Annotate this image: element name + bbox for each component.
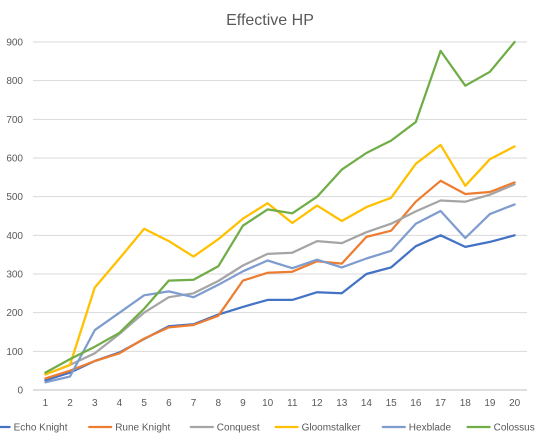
x-tick-label: 18 <box>460 398 472 409</box>
legend-item-colossus: Colossus <box>466 423 535 434</box>
legend-label: Gloomstalker <box>302 423 362 434</box>
legend-item-echo-knight: Echo Knight <box>0 423 68 434</box>
x-tick-label: 12 <box>311 398 323 409</box>
series-line-colossus <box>44 40 516 374</box>
x-tick-label: 2 <box>67 398 73 409</box>
x-tick-label: 20 <box>509 398 521 409</box>
legend-item-rune-knight: Rune Knight <box>88 423 170 434</box>
y-tick-label: 0 <box>17 386 23 397</box>
y-tick-label: 400 <box>6 231 23 242</box>
y-tick-label: 100 <box>6 347 23 358</box>
legend-label: Echo Knight <box>14 423 68 434</box>
legend: Echo Knight Rune Knight Conquest Gloomstalk… <box>0 423 535 434</box>
chart-title: Effective HP <box>226 12 314 29</box>
y-tick-label: 900 <box>6 38 23 49</box>
series-line-gloomstalker <box>44 143 516 376</box>
legend-label: Rune Knight <box>115 423 170 434</box>
x-tick-label: 1 <box>43 398 49 409</box>
y-tick-label: 300 <box>6 270 23 281</box>
y-tick-label: 700 <box>6 115 23 126</box>
x-tick-label: 9 <box>240 398 246 409</box>
y-axis-ticks: 0 100 200 300 400 500 600 700 800 900 <box>6 38 23 397</box>
y-tick-label: 600 <box>6 154 23 165</box>
x-axis-ticks: 1 2 3 4 5 6 7 8 9 10 11 12 13 14 15 16 17 18 19 20 <box>43 398 521 409</box>
legend-item-gloomstalker: Gloomstalker <box>274 423 362 434</box>
x-tick-label: 15 <box>386 398 398 409</box>
y-tick-label: 500 <box>6 192 23 203</box>
series-lines <box>44 40 516 384</box>
x-tick-label: 11 <box>287 398 298 409</box>
gridlines <box>33 41 527 391</box>
x-tick-label: 10 <box>262 398 274 409</box>
series-line-hexblade <box>44 203 516 384</box>
x-tick-label: 5 <box>141 398 147 409</box>
legend-item-hexblade: Hexblade <box>381 423 452 434</box>
legend-label: Colossus <box>494 423 535 434</box>
y-tick-label: 200 <box>6 308 23 319</box>
series-line-rune-knight <box>44 179 516 380</box>
x-tick-label: 13 <box>336 398 348 409</box>
legend-label: Hexblade <box>409 423 452 434</box>
series-line-echo-knight <box>44 234 516 382</box>
x-tick-label: 19 <box>484 398 496 409</box>
x-tick-label: 3 <box>92 398 98 409</box>
legend-item-conquest: Conquest <box>189 423 260 434</box>
y-tick-label: 800 <box>6 76 23 87</box>
x-tick-label: 6 <box>166 398 172 409</box>
x-tick-label: 14 <box>361 398 373 409</box>
x-tick-label: 17 <box>435 398 447 409</box>
x-tick-label: 16 <box>410 398 422 409</box>
x-tick-label: 8 <box>215 398 221 409</box>
legend-label: Conquest <box>217 423 260 434</box>
x-tick-label: 4 <box>117 398 123 409</box>
x-tick-label: 7 <box>191 398 197 409</box>
